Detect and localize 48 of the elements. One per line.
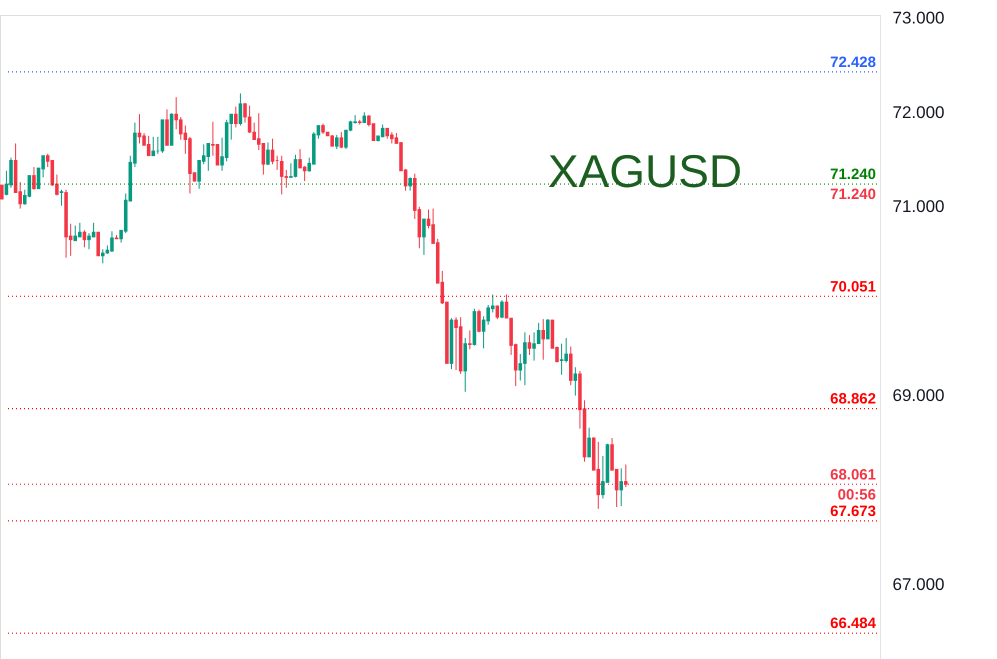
candlestick: [385, 128, 390, 140]
candlestick: [100, 248, 105, 264]
candlestick: [238, 92, 242, 126]
candlestick: [574, 366, 578, 396]
ref-line-label: 72.428: [830, 54, 876, 71]
candlestick: [422, 218, 426, 256]
candlestick: [541, 318, 546, 360]
candlestick: [270, 138, 274, 165]
candlestick: [82, 230, 86, 248]
candlestick: [408, 176, 412, 192]
candlestick: [73, 225, 78, 242]
ref-line-label: 71.240: [830, 166, 876, 184]
y-tick-label: 67.000: [892, 574, 944, 594]
candlestick: [500, 300, 504, 319]
candlestick: [0, 184, 4, 200]
ref-line-label: 66.484: [830, 615, 877, 632]
candlestick: [477, 309, 481, 333]
candlestick: [546, 318, 550, 340]
candlestick: [468, 330, 472, 350]
candlestick: [528, 334, 532, 356]
candlestick: [60, 189, 64, 206]
candlestick: [619, 468, 624, 507]
candlestick: [496, 305, 500, 320]
candlestick: [362, 112, 366, 124]
y-tick-label: 71.000: [892, 197, 944, 216]
candlestick: [178, 116, 183, 140]
candlestick: [32, 166, 36, 190]
candlestick: [380, 124, 384, 138]
y-tick-label: 72.000: [892, 102, 944, 122]
annotation: 00:56: [838, 486, 876, 504]
candlestick: [330, 134, 334, 147]
annotation: 71.240: [830, 186, 876, 204]
candlestick: [146, 135, 150, 156]
candlestick: [151, 136, 156, 156]
text: XAGUSD: [548, 145, 742, 197]
ref-line-label: 70.051: [830, 278, 876, 296]
candlestick: [234, 106, 238, 128]
y-tick-label: 69.000: [892, 386, 944, 406]
candlestick: [340, 132, 344, 149]
candlestick: [96, 232, 100, 256]
ref-line-label: 68.862: [830, 390, 876, 408]
y-tick-label: 73.000: [892, 8, 944, 28]
ref-line-label: 68.061: [830, 466, 876, 484]
candlestick: [266, 142, 270, 166]
ref-line-label: 67.673: [830, 502, 876, 520]
candlestick: [587, 427, 591, 458]
candlestick: [334, 134, 339, 150]
candlestick: [564, 337, 568, 364]
